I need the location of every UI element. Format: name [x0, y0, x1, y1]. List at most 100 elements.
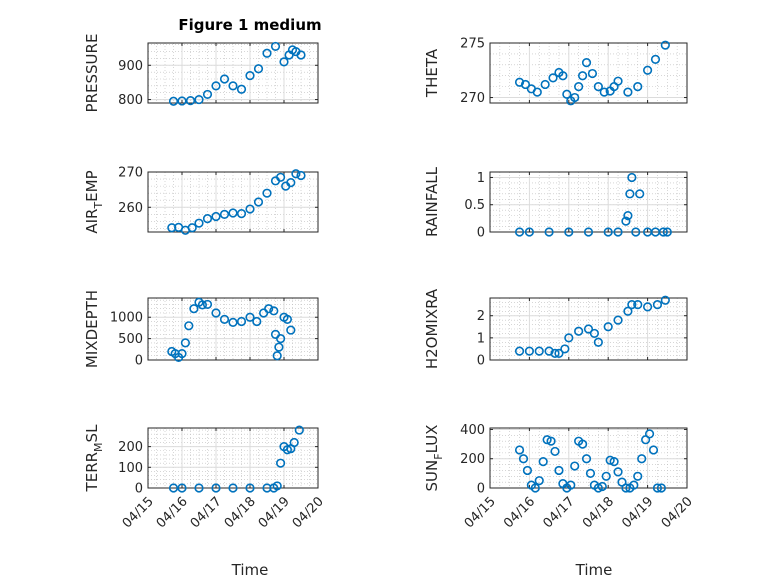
data-point [560, 344, 570, 354]
data-point [279, 57, 289, 67]
ytick-label: 275 [460, 37, 485, 52]
axes-box [489, 42, 688, 104]
data-point [286, 177, 296, 188]
data-point [648, 445, 659, 455]
subplot-rainfall: 00.51 [464, 171, 688, 241]
data-point [524, 346, 535, 356]
data-point [642, 302, 653, 312]
data-point [291, 169, 301, 179]
ytick-label: 0.5 [464, 198, 485, 213]
data-point [585, 468, 596, 478]
data-point [564, 227, 574, 237]
data-point [236, 316, 247, 327]
data-point [253, 64, 264, 74]
data-point [635, 189, 645, 199]
data-point [660, 295, 670, 305]
data-point [211, 308, 221, 318]
ylabel-air-temp: AIRTEMP [83, 170, 105, 233]
data-point [187, 223, 197, 233]
data-point [264, 304, 274, 314]
axes-box [489, 427, 688, 489]
data-point [633, 471, 643, 481]
data-point [211, 81, 221, 91]
ylabel-rainfall: RAINFALL [423, 166, 441, 237]
data-point [276, 334, 286, 344]
axes-box [489, 171, 688, 233]
axes-box [147, 297, 319, 361]
data-point [276, 172, 286, 182]
data-point [197, 300, 207, 310]
data-point [185, 95, 196, 106]
data-point [623, 87, 633, 97]
axes-box [147, 42, 319, 104]
data-point [194, 218, 204, 228]
data-point [544, 346, 554, 356]
data-point [228, 81, 238, 91]
data-point [554, 465, 564, 476]
data-point [272, 351, 282, 361]
subplot-mixdepth: 0 500 1000 [110, 297, 319, 369]
data-point [633, 300, 643, 310]
data-point [520, 79, 531, 90]
ylabel-sun-flux: SUNFLUX [423, 425, 445, 492]
data-point [656, 483, 666, 493]
data-point [625, 189, 635, 199]
data-point [550, 446, 560, 457]
data-point [621, 483, 631, 493]
data-point [296, 170, 306, 181]
ytick-label: 1 [477, 171, 485, 186]
data-point [562, 89, 572, 99]
data-point [296, 50, 306, 60]
ytick-label: 270 [118, 166, 143, 181]
data-point [623, 211, 633, 221]
subplot-pressure: 800 900 [118, 41, 319, 108]
data-point [613, 227, 623, 237]
ytick-label: 400 [460, 423, 485, 438]
subplot-h2omixra: 0 1 2 [477, 295, 688, 369]
data-point [228, 483, 238, 493]
data-point [522, 465, 533, 476]
data-point [662, 227, 672, 237]
data-point [548, 73, 558, 83]
data-point [245, 70, 255, 81]
data-point [660, 40, 670, 50]
ylabel-terr-msl: TERRMSL [83, 424, 105, 493]
data-point [627, 172, 637, 183]
data-point [189, 304, 199, 314]
data-point [566, 480, 576, 490]
data-point [627, 300, 637, 310]
data-point [524, 227, 535, 237]
data-point [587, 68, 598, 79]
data-point [270, 41, 281, 52]
data-point [570, 461, 580, 471]
data-point [652, 300, 663, 310]
data-point [603, 227, 613, 237]
data-point [286, 325, 296, 335]
data-point [570, 92, 580, 103]
ytick-label: 270 [460, 91, 485, 106]
data-point [534, 476, 544, 486]
data-point [245, 312, 255, 322]
data-point [581, 58, 592, 68]
data-point [202, 89, 213, 100]
data-point [609, 457, 619, 467]
data-point [177, 348, 187, 359]
xlabel-left: Time [231, 561, 269, 579]
xlabel-right: Time [575, 561, 613, 579]
data-point [574, 82, 584, 92]
data-point [276, 458, 286, 468]
data-point [274, 342, 284, 352]
ytick-label: 0 [477, 354, 485, 369]
data-point [219, 209, 230, 219]
data-point [245, 483, 255, 493]
data-point [554, 348, 564, 358]
data-point [168, 483, 179, 493]
data-point [540, 79, 550, 90]
data-point [518, 454, 529, 464]
data-point [593, 82, 603, 92]
data-point [593, 337, 603, 347]
data-point [262, 188, 272, 198]
data-point [272, 481, 282, 491]
data-point [601, 471, 611, 481]
data-point [228, 208, 238, 218]
